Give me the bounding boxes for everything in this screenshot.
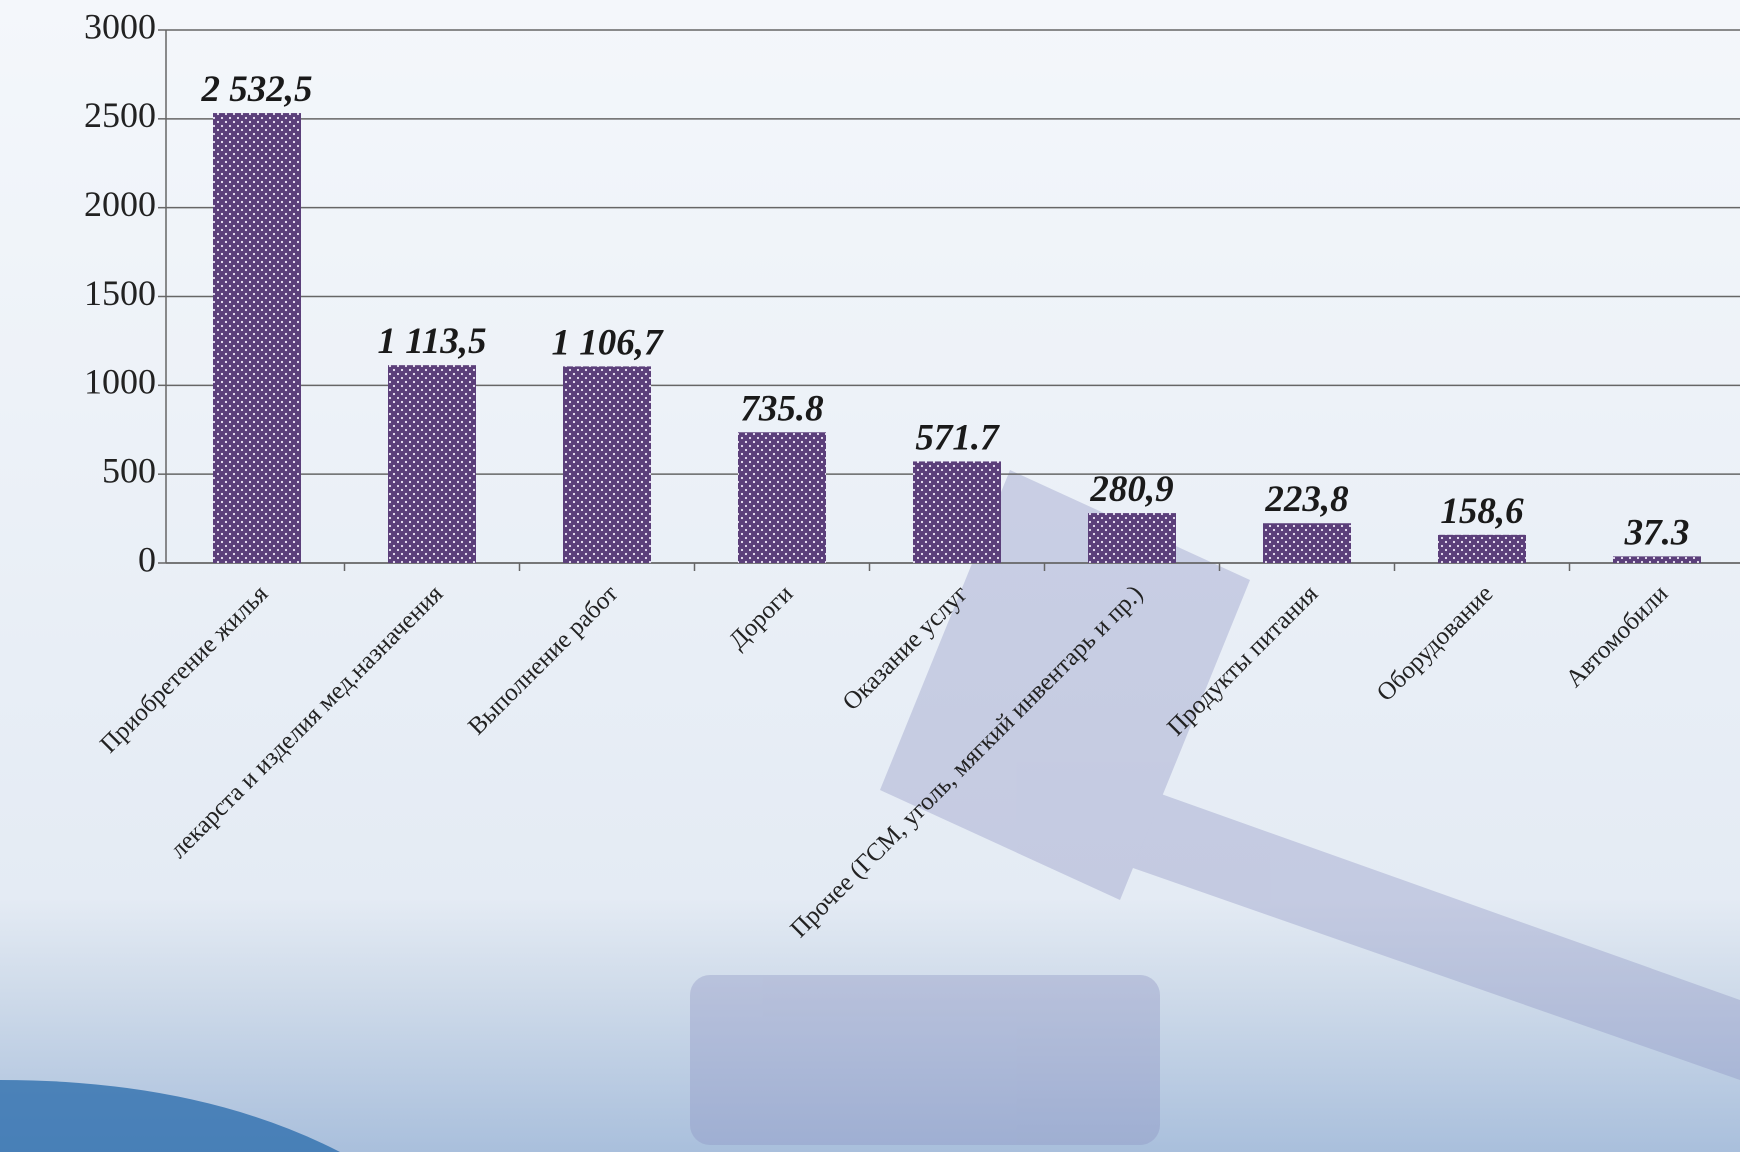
value-label: 2 532,5 bbox=[201, 69, 313, 110]
y-tick-label: 1000 bbox=[84, 362, 156, 402]
bar bbox=[913, 461, 1001, 563]
y-tick-label: 2000 bbox=[84, 184, 156, 224]
bar bbox=[1613, 556, 1701, 563]
bar bbox=[1088, 513, 1176, 563]
value-label: 1 106,7 bbox=[552, 322, 665, 363]
value-label: 280,9 bbox=[1089, 469, 1173, 510]
gavel-watermark bbox=[690, 470, 1740, 1145]
corner-swoosh bbox=[0, 1080, 340, 1152]
value-label: 158,6 bbox=[1440, 491, 1524, 532]
y-tick-label: 3000 bbox=[84, 6, 156, 46]
value-label: 571.7 bbox=[915, 417, 1000, 458]
value-label: 223,8 bbox=[1264, 479, 1348, 520]
value-label: 37.3 bbox=[1624, 512, 1690, 553]
bar bbox=[563, 366, 651, 563]
value-label: 1 113,5 bbox=[378, 321, 487, 362]
y-tick-label: 500 bbox=[102, 450, 156, 490]
value-label: 735.8 bbox=[740, 388, 823, 429]
bar bbox=[213, 113, 301, 563]
y-tick-label: 0 bbox=[138, 539, 156, 579]
y-tick-label: 2500 bbox=[84, 95, 156, 135]
bar bbox=[1263, 523, 1351, 563]
y-tick-label: 1500 bbox=[84, 273, 156, 313]
bar bbox=[738, 432, 826, 563]
bar bbox=[1438, 534, 1526, 563]
bar bbox=[388, 365, 476, 563]
